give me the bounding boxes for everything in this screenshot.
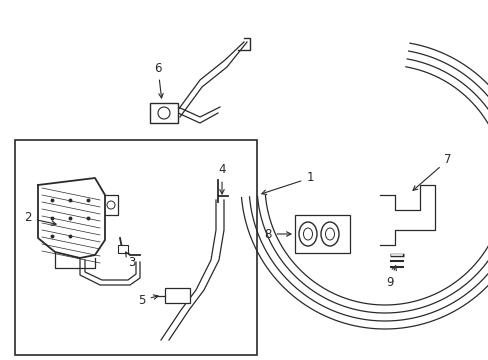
Text: 4: 4 <box>218 163 225 194</box>
Bar <box>118 245 128 253</box>
Bar <box>150 103 178 123</box>
Bar <box>164 288 190 303</box>
Text: 7: 7 <box>412 153 451 190</box>
Text: 6: 6 <box>154 62 163 98</box>
Text: 8: 8 <box>264 228 290 240</box>
Bar <box>294 215 349 253</box>
Text: 1: 1 <box>261 171 313 194</box>
Text: 3: 3 <box>125 252 135 269</box>
Text: 2: 2 <box>24 211 56 225</box>
Text: 5: 5 <box>138 293 158 306</box>
Bar <box>15 140 257 355</box>
Text: 9: 9 <box>386 266 395 288</box>
